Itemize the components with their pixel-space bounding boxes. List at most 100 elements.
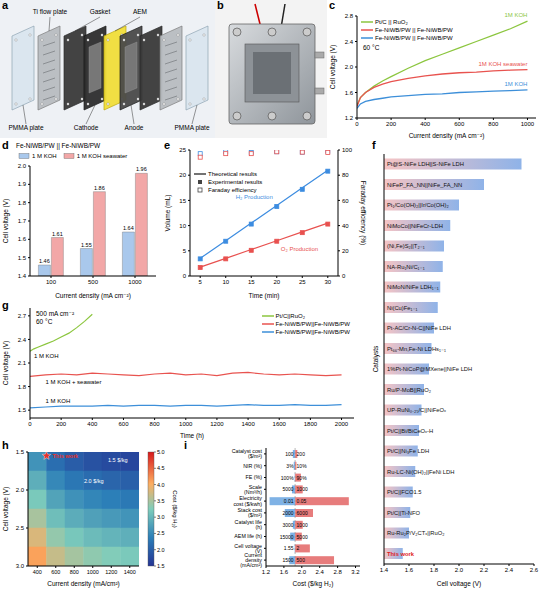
svg-text:5: 5 xyxy=(183,248,187,254)
svg-text:2000: 2000 xyxy=(335,421,349,427)
svg-text:Volume (mL): Volume (mL) xyxy=(164,195,172,232)
svg-text:100: 100 xyxy=(285,451,294,457)
svg-text:FE (%): FE (%) xyxy=(246,474,263,480)
svg-text:2.8: 2.8 xyxy=(333,569,342,575)
svg-text:Catalysts: Catalysts xyxy=(372,345,380,372)
svg-text:Cell voltage (V): Cell voltage (V) xyxy=(2,199,10,243)
svg-text:1000: 1000 xyxy=(87,569,99,575)
svg-text:15000: 15000 xyxy=(280,534,294,540)
svg-text:Ni(Cu)Fe₁₋₁: Ni(Cu)Fe₁₋₁ xyxy=(387,305,418,311)
svg-text:100: 100 xyxy=(46,279,57,285)
svg-text:1800: 1800 xyxy=(304,421,318,427)
svg-text:1400: 1400 xyxy=(241,421,255,427)
svg-text:Ti flow plate: Ti flow plate xyxy=(33,8,68,16)
svg-text:200: 200 xyxy=(386,121,397,127)
svg-text:Cell voltage (V): Cell voltage (V) xyxy=(329,45,337,89)
svg-text:2.6: 2.6 xyxy=(530,567,539,573)
svg-text:90%: 90% xyxy=(297,475,308,481)
svg-text:800: 800 xyxy=(488,121,499,127)
svg-text:2000: 2000 xyxy=(282,510,293,516)
svg-text:5.0: 5.0 xyxy=(157,449,165,455)
svg-text:4.5: 4.5 xyxy=(157,465,165,471)
svg-text:0: 0 xyxy=(183,273,187,279)
svg-text:100: 100 xyxy=(342,147,353,153)
svg-text:Pt/C||Ni₃Fe LDH: Pt/C||Ni₃Fe LDH xyxy=(387,448,429,454)
svg-text:3000: 3000 xyxy=(282,522,293,528)
svg-text:Pt/C||FCO1.5: Pt/C||FCO1.5 xyxy=(387,489,422,495)
svg-text:3.2: 3.2 xyxy=(351,569,360,575)
svg-text:1000: 1000 xyxy=(179,421,193,427)
svg-text:Time (h): Time (h) xyxy=(180,432,204,440)
svg-text:4.0: 4.0 xyxy=(157,482,165,488)
svg-text:UP-RuNi₀.₂₅/C||NiFeOₓ: UP-RuNi₀.₂₅/C||NiFeOₓ xyxy=(387,407,446,413)
svg-text:1%Pt-NiCoP@MXene||NiFe LDH: 1%Pt-NiCoP@MXene||NiFe LDH xyxy=(387,366,472,372)
svg-text:15: 15 xyxy=(248,279,255,285)
svg-text:Pt₆₆-Mn,Fe-Ni LDHs₁₋₁: Pt₆₆-Mn,Fe-Ni LDHs₁₋₁ xyxy=(387,346,446,352)
svg-text:1000: 1000 xyxy=(521,121,535,127)
svg-text:3.0: 3.0 xyxy=(157,514,165,520)
svg-text:PMMA plate: PMMA plate xyxy=(8,124,43,132)
svg-text:25: 25 xyxy=(299,279,306,285)
svg-text:Pt-AC/Cr-N-C||NiFe LDH: Pt-AC/Cr-N-C||NiFe LDH xyxy=(387,325,451,331)
svg-text:Current density (mA cm⁻²): Current density (mA cm⁻²) xyxy=(409,132,485,140)
svg-text:0.05: 0.05 xyxy=(297,498,307,504)
svg-text:60: 60 xyxy=(342,198,349,204)
svg-text:1.61: 1.61 xyxy=(52,231,63,237)
svg-text:1.5: 1.5 xyxy=(18,407,27,413)
svg-text:Current density (mA/cm²): Current density (mA/cm²) xyxy=(47,580,120,588)
svg-text:1000: 1000 xyxy=(128,279,142,285)
svg-text:1.5: 1.5 xyxy=(16,449,25,455)
svg-text:Faraday efficiency (%): Faraday efficiency (%) xyxy=(359,181,367,246)
svg-text:Electricitycost ($/kwh): Electricitycost ($/kwh) xyxy=(233,495,262,506)
svg-text:2.0: 2.0 xyxy=(18,163,27,169)
svg-text:5000: 5000 xyxy=(282,486,293,492)
svg-text:10: 10 xyxy=(222,279,229,285)
svg-text:2.0: 2.0 xyxy=(16,487,25,493)
svg-text:15: 15 xyxy=(179,198,186,204)
svg-text:(Ni,Fe)S₂||T₂₋₁: (Ni,Fe)S₂||T₂₋₁ xyxy=(387,243,425,249)
svg-text:30: 30 xyxy=(324,279,331,285)
svg-text:1.5: 1.5 xyxy=(18,255,27,261)
svg-text:1000: 1000 xyxy=(297,486,308,492)
svg-text:2.4: 2.4 xyxy=(505,567,514,573)
svg-text:100%: 100% xyxy=(281,475,294,481)
svg-text:1.46: 1.46 xyxy=(39,258,50,264)
svg-text:6000: 6000 xyxy=(297,510,308,516)
svg-text:0.01: 0.01 xyxy=(284,498,294,504)
svg-text:2: 2 xyxy=(297,545,300,551)
svg-text:Cost ($/kg H₂): Cost ($/kg H₂) xyxy=(172,490,178,528)
svg-text:2.4: 2.4 xyxy=(316,569,325,575)
svg-text:2.0: 2.0 xyxy=(455,567,464,573)
svg-text:Pt/C||Ti-NFO: Pt/C||Ti-NFO xyxy=(387,510,421,516)
svg-text:NiFeP_FA_NN||NiFe_FA_NN: NiFeP_FA_NN||NiFe_FA_NN xyxy=(387,182,462,188)
svg-text:1.4: 1.4 xyxy=(18,273,27,279)
svg-text:Stack cost($/m²): Stack cost($/m²) xyxy=(238,507,263,518)
svg-text:Cathode: Cathode xyxy=(74,124,99,131)
svg-text:NiMoCo||NiFeCr-LDH: NiMoCo||NiFeCr-LDH xyxy=(387,223,443,229)
svg-text:0: 0 xyxy=(28,421,32,427)
svg-text:Pt₁/Co(OH)₂||Ir/Co(OH)₂: Pt₁/Co(OH)₂||Ir/Co(OH)₂ xyxy=(387,202,449,208)
svg-text:Cell voltage (V): Cell voltage (V) xyxy=(437,580,481,588)
svg-text:500: 500 xyxy=(88,279,99,285)
svg-text:10: 10 xyxy=(179,223,186,229)
svg-text:Current density (mA cm⁻²): Current density (mA cm⁻²) xyxy=(55,292,131,300)
svg-text:400: 400 xyxy=(87,421,98,427)
svg-text:1 M KOH: 1 M KOH xyxy=(46,398,71,404)
svg-text:1 M KOH + seawater: 1 M KOH + seawater xyxy=(46,379,102,385)
svg-text:400: 400 xyxy=(33,569,42,575)
svg-text:1.5: 1.5 xyxy=(157,563,165,569)
svg-text:1.8: 1.8 xyxy=(18,200,27,206)
svg-text:800: 800 xyxy=(150,421,161,427)
svg-text:Cell voltage (V): Cell voltage (V) xyxy=(2,341,10,385)
svg-text:20: 20 xyxy=(273,279,280,285)
svg-text:1.7: 1.7 xyxy=(18,218,27,224)
svg-text:1400: 1400 xyxy=(124,569,136,575)
svg-text:2.4: 2.4 xyxy=(18,337,27,343)
svg-text:1.8: 1.8 xyxy=(18,384,27,390)
svg-text:40: 40 xyxy=(342,223,349,229)
svg-text:O₂ Production: O₂ Production xyxy=(281,246,318,252)
svg-text:10%: 10% xyxy=(297,463,308,469)
svg-text:1200: 1200 xyxy=(105,569,117,575)
svg-text:800: 800 xyxy=(70,569,79,575)
svg-text:600: 600 xyxy=(454,121,465,127)
